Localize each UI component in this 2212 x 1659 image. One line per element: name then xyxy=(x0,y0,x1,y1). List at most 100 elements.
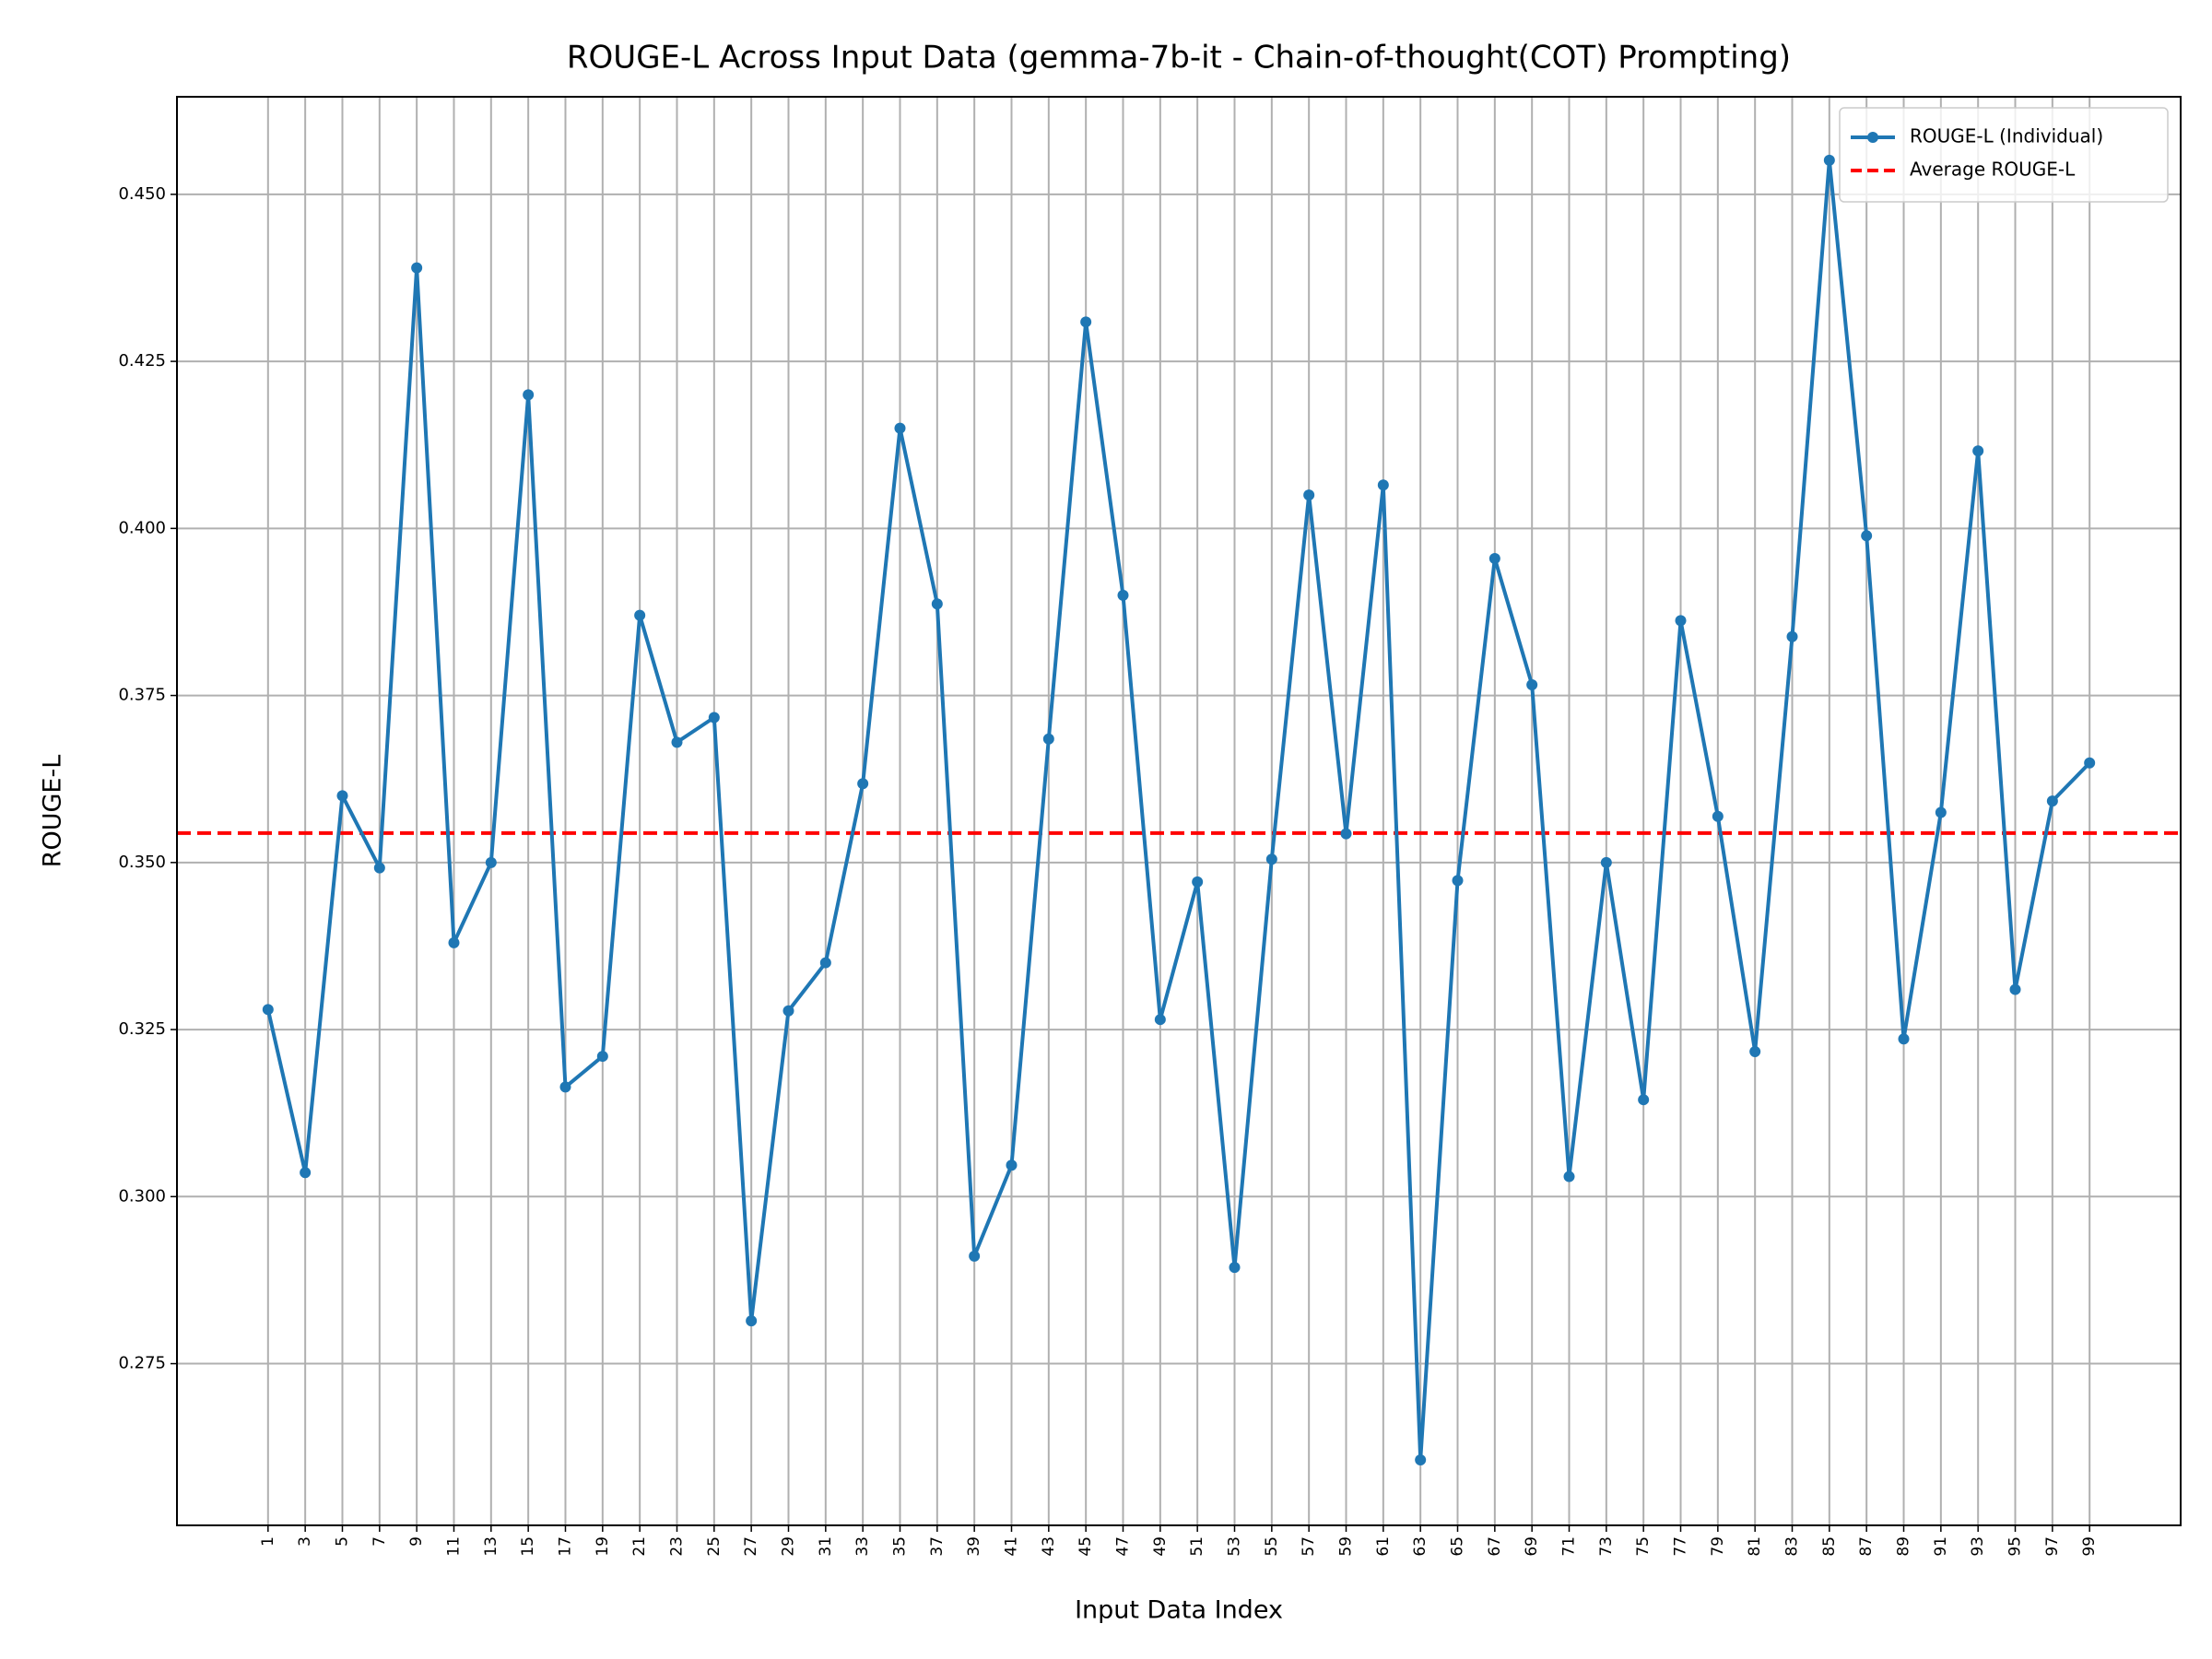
x-tick-label: 5 xyxy=(333,1536,351,1547)
data-point xyxy=(336,790,348,802)
x-tick-label: 39 xyxy=(965,1536,983,1557)
legend-label: ROUGE-L (Individual) xyxy=(1910,125,2103,147)
x-tick-label: 21 xyxy=(630,1536,649,1557)
x-tick-label: 23 xyxy=(667,1536,686,1557)
x-tick-label: 61 xyxy=(1374,1536,1393,1557)
data-point xyxy=(1117,589,1129,601)
x-tick-label: 31 xyxy=(817,1536,835,1557)
data-point xyxy=(300,1167,312,1179)
x-tick-label: 77 xyxy=(1672,1536,1690,1557)
x-tick-label: 3 xyxy=(296,1536,314,1547)
data-point xyxy=(1488,552,1500,564)
data-point xyxy=(1600,856,1612,868)
legend-box xyxy=(1839,107,2169,203)
data-point xyxy=(1415,1453,1427,1465)
x-tick-label: 75 xyxy=(1634,1536,1653,1557)
chart-title: ROUGE-L Across Input Data (gemma-7b-it -… xyxy=(567,40,1791,76)
data-point xyxy=(2084,757,2096,769)
x-tick-label: 15 xyxy=(519,1536,537,1557)
x-tick-label: 51 xyxy=(1188,1536,1206,1557)
data-point xyxy=(559,1081,571,1093)
data-point xyxy=(1452,875,1464,887)
x-tick-label: 57 xyxy=(1300,1536,1318,1557)
data-point xyxy=(1898,1033,1910,1045)
data-point xyxy=(1786,630,1798,642)
data-point xyxy=(262,1004,274,1016)
x-tick-label: 33 xyxy=(853,1536,872,1557)
y-tick-label: 0.375 xyxy=(118,686,166,705)
x-tick-label: 41 xyxy=(1002,1536,1020,1557)
data-point xyxy=(857,778,869,790)
data-point xyxy=(596,1051,608,1063)
data-point xyxy=(634,609,646,621)
x-tick-label: 43 xyxy=(1040,1536,1058,1557)
x-tick-label: 1 xyxy=(259,1536,277,1547)
x-tick-label: 99 xyxy=(2080,1536,2099,1557)
data-point xyxy=(1675,615,1687,627)
x-tick-label: 79 xyxy=(1709,1536,1727,1557)
x-tick-label: 47 xyxy=(1113,1536,1132,1557)
data-point xyxy=(1192,876,1204,888)
data-point xyxy=(1972,445,1984,457)
data-point xyxy=(1712,810,1724,822)
data-line xyxy=(265,158,2091,1462)
data-point xyxy=(1526,678,1538,690)
data-point xyxy=(746,1315,758,1327)
x-tick-label: 49 xyxy=(1151,1536,1170,1557)
x-tick-label: 7 xyxy=(371,1536,389,1547)
data-point xyxy=(969,1250,981,1262)
data-point xyxy=(1303,489,1315,501)
x-tick-label: 65 xyxy=(1449,1536,1467,1557)
y-tick-label: 0.300 xyxy=(118,1186,166,1206)
data-point xyxy=(931,598,943,610)
data-point xyxy=(1080,316,1092,328)
y-tick-label: 0.450 xyxy=(118,184,166,204)
x-tick-label: 85 xyxy=(1820,1536,1839,1557)
x-tick-label: 67 xyxy=(1486,1536,1504,1557)
axes-frame xyxy=(176,96,2182,1526)
data-point xyxy=(2009,983,2021,995)
data-point xyxy=(894,422,906,434)
y-axis-label: ROUGE-L xyxy=(39,755,67,868)
x-tick-label: 87 xyxy=(1857,1536,1876,1557)
x-tick-label: 11 xyxy=(444,1536,463,1557)
x-tick-label: 19 xyxy=(594,1536,612,1557)
data-point xyxy=(819,957,831,969)
data-point xyxy=(1229,1262,1241,1274)
data-point xyxy=(1823,154,1835,166)
x-tick-label: 17 xyxy=(556,1536,574,1557)
y-tick-label: 0.325 xyxy=(118,1019,166,1039)
data-point xyxy=(1638,1094,1650,1106)
data-point xyxy=(1563,1171,1575,1182)
data-point xyxy=(782,1005,794,1017)
data-point xyxy=(373,862,385,874)
data-point xyxy=(1006,1159,1018,1171)
x-tick-label: 71 xyxy=(1560,1536,1579,1557)
data-point xyxy=(523,389,535,401)
data-point xyxy=(448,936,460,948)
x-tick-label: 53 xyxy=(1226,1536,1244,1557)
legend-marker xyxy=(1867,132,1878,143)
data-point xyxy=(671,736,683,748)
x-tick-label: 81 xyxy=(1746,1536,1764,1557)
y-tick-label: 0.350 xyxy=(118,853,166,872)
data-point xyxy=(485,856,497,868)
x-tick-label: 27 xyxy=(742,1536,760,1557)
x-tick-label: 25 xyxy=(705,1536,724,1557)
data-point xyxy=(2046,795,2058,807)
x-tick-label: 13 xyxy=(482,1536,500,1557)
y-tick-label: 0.400 xyxy=(118,518,166,537)
data-point xyxy=(1749,1045,1761,1057)
x-tick-label: 63 xyxy=(1411,1536,1430,1557)
legend-label: Average ROUGE-L xyxy=(1910,159,2076,181)
y-tick-label: 0.275 xyxy=(118,1354,166,1373)
x-tick-label: 93 xyxy=(1969,1536,1987,1557)
data-point xyxy=(1265,853,1277,865)
x-tick-label: 83 xyxy=(1783,1536,1802,1557)
x-tick-label: 37 xyxy=(928,1536,947,1557)
data-point xyxy=(1377,479,1389,491)
x-tick-label: 55 xyxy=(1263,1536,1281,1557)
x-tick-label: 59 xyxy=(1337,1536,1356,1557)
x-tick-label: 45 xyxy=(1077,1536,1095,1557)
